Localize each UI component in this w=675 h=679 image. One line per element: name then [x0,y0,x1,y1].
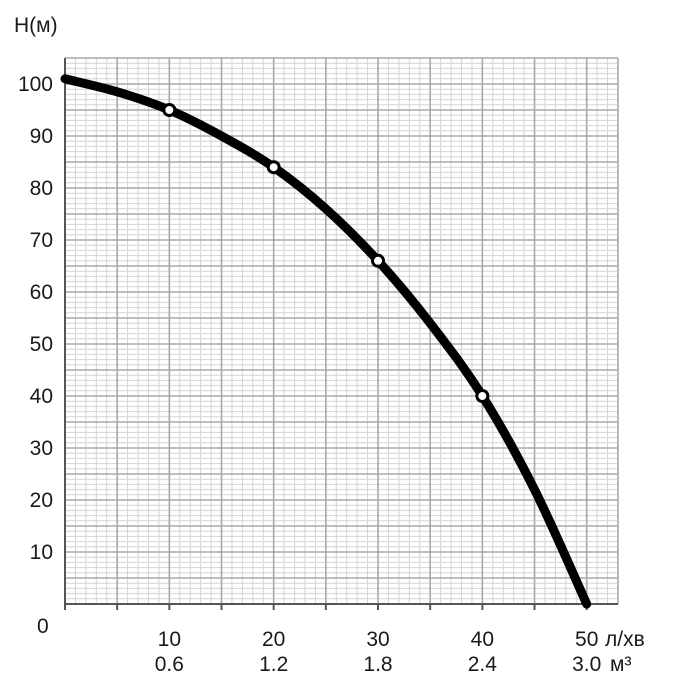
x-tick-label: 30 [366,628,389,651]
marker-layer [162,103,490,403]
y-axis-label: H(м) [14,14,58,37]
y-tick-label: 40 [30,385,53,408]
y-tick-label: 50 [30,333,53,356]
grid-major [65,57,619,604]
x-tick-sublabel: 3.0 [572,653,601,676]
data-point-marker [475,389,490,403]
x-tick-sublabel: 1.2 [259,653,288,676]
x-tick-sublabel: 2.4 [468,653,498,676]
data-point-marker [162,103,177,117]
x-tick-label: 10 [158,628,181,651]
y-tick-label: 80 [30,177,53,200]
x-axis-label: л/хв [605,628,645,651]
y-tick-label: 100 [18,73,53,96]
y-tick-labels: 10 20 30 40 50 60 70 80 90 100 [18,73,53,564]
x-tick-sublabel: 1.8 [363,653,392,676]
data-point-marker [371,253,386,268]
x-tick-label: 20 [262,628,285,651]
origin-label: 0 [37,615,49,638]
x-tick-label: 40 [471,628,494,651]
y-tick-label: 10 [30,541,53,564]
x-tick-sublabel: 0.6 [155,653,184,676]
y-tick-label: 60 [30,281,53,304]
y-tick-label: 70 [30,229,53,252]
data-point-marker [266,160,281,175]
x-axis-secondary-label: м³ [610,653,631,676]
x-tick-label: 50 [575,628,598,651]
x-tick-labels: 100.6 201.2 301.8 402.4 503.0 [155,628,602,676]
axes [64,58,618,610]
y-tick-label: 90 [30,125,53,148]
y-tick-label: 30 [30,437,53,460]
grid-minor [65,58,618,604]
y-tick-label: 20 [30,489,53,512]
